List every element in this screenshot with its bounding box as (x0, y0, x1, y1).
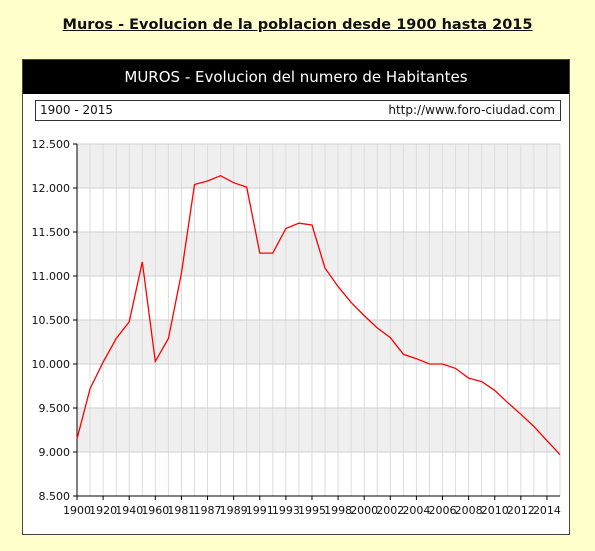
info-bar: 1900 - 2015 http://www.foro-ciudad.com (35, 100, 561, 121)
y-tick-label: 11.500 (32, 226, 71, 239)
y-tick-label: 8.500 (39, 490, 71, 503)
y-tick-label: 10.500 (32, 314, 71, 327)
x-tick-label: 2006 (429, 504, 457, 517)
y-tick-label: 9.500 (39, 402, 71, 415)
grid-band (77, 232, 560, 276)
x-tick-label: 2012 (507, 504, 535, 517)
x-tick-label: 1900 (63, 504, 91, 517)
x-tick-label: 2002 (376, 504, 404, 517)
x-tick-label: 1989 (220, 504, 248, 517)
y-tick-label: 12.000 (32, 182, 71, 195)
y-tick-label: 9.000 (39, 446, 71, 459)
y-tick-label: 12.500 (32, 138, 71, 151)
x-tick-label: 1987 (194, 504, 222, 517)
grid-band (77, 320, 560, 364)
x-tick-label: 1940 (115, 504, 143, 517)
y-tick-label: 11.000 (32, 270, 71, 283)
x-tick-label: 1995 (298, 504, 326, 517)
x-tick-label: 1920 (89, 504, 117, 517)
x-tick-label: 1998 (324, 504, 352, 517)
chart-header: MUROS - Evolucion del numero de Habitant… (23, 60, 569, 94)
x-tick-label: 1981 (167, 504, 195, 517)
population-series-line (76, 174, 561, 456)
x-tick-label: 2000 (350, 504, 378, 517)
x-tick-label: 1991 (246, 504, 274, 517)
x-tick-label: 2010 (481, 504, 509, 517)
x-tick-label: 1960 (141, 504, 169, 517)
page-title: Muros - Evolucion de la poblacion desde … (62, 17, 533, 33)
chart-panel: MUROS - Evolucion del numero de Habitant… (22, 59, 570, 535)
y-tick-label: 10.000 (32, 358, 71, 371)
source-link[interactable]: http://www.foro-ciudad.com (388, 103, 555, 117)
x-tick-label: 2014 (533, 504, 561, 517)
range-label: 1900 - 2015 (40, 103, 114, 117)
grid-band (77, 144, 560, 188)
grid-band (77, 408, 560, 452)
x-tick-label: 2004 (402, 504, 430, 517)
x-tick-label: 2008 (455, 504, 483, 517)
x-tick-label: 1993 (272, 504, 300, 517)
